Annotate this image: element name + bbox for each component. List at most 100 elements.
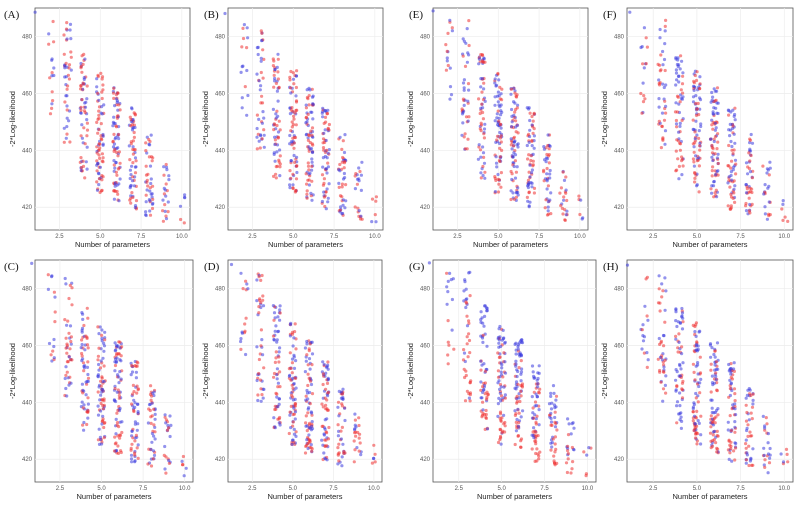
blue-point: [183, 195, 187, 199]
blue-point: [677, 130, 681, 134]
blue-point: [324, 457, 328, 461]
red-point: [694, 78, 699, 83]
blue-point: [183, 193, 187, 197]
red-point: [727, 395, 731, 399]
blue-point: [290, 442, 294, 446]
red-point: [680, 345, 684, 349]
blue-point: [713, 128, 718, 132]
blue-point: [516, 369, 520, 374]
blue-point: [692, 164, 697, 168]
blue-point: [64, 136, 68, 140]
blue-point: [310, 420, 314, 424]
red-point: [257, 357, 261, 362]
red-point: [744, 419, 749, 423]
red-point: [693, 426, 697, 430]
red-point: [327, 122, 331, 127]
red-point: [164, 214, 168, 218]
y-tick-label: 420: [215, 457, 226, 463]
red-point: [519, 359, 523, 363]
blue-point: [145, 151, 149, 155]
red-point: [786, 460, 790, 464]
red-point: [101, 417, 105, 421]
red-point: [463, 147, 467, 151]
blue-point: [744, 161, 749, 165]
y-axis-label: -2*Log-likelihood: [600, 343, 609, 399]
red-point: [262, 366, 266, 370]
red-point: [678, 141, 682, 145]
blue-point: [477, 57, 481, 61]
blue-point: [144, 213, 148, 218]
red-point: [444, 68, 448, 72]
blue-point: [664, 289, 668, 293]
blue-point: [482, 127, 487, 131]
blue-point: [495, 116, 499, 120]
blue-point: [674, 319, 678, 323]
red-point: [164, 162, 168, 167]
red-point: [661, 136, 665, 140]
blue-point: [153, 417, 157, 421]
blue-point: [446, 279, 450, 283]
red-point: [62, 33, 66, 37]
red-point: [728, 185, 732, 189]
blue-point: [246, 287, 250, 291]
blue-point: [662, 57, 667, 62]
red-point: [67, 63, 72, 67]
red-point: [713, 191, 717, 195]
blue-point: [579, 198, 583, 202]
red-point: [531, 119, 535, 123]
red-point: [307, 94, 311, 98]
red-point: [85, 121, 89, 125]
red-point: [709, 187, 713, 191]
red-point: [680, 118, 684, 122]
red-point: [463, 64, 468, 68]
red-point: [464, 115, 469, 119]
red-point: [446, 362, 450, 366]
red-point: [559, 204, 563, 208]
red-point: [466, 137, 470, 141]
blue-point: [69, 381, 73, 385]
x-tick-label: 5.0: [96, 234, 105, 240]
blue-point: [113, 341, 117, 345]
red-point: [478, 148, 483, 152]
blue-point: [763, 205, 767, 209]
blue-point: [674, 83, 678, 87]
blue-point: [321, 360, 325, 364]
red-point: [710, 169, 714, 173]
red-point: [713, 349, 717, 353]
blue-point: [80, 326, 85, 330]
blue-point: [550, 401, 554, 405]
red-point: [546, 184, 551, 188]
blue-point: [289, 426, 293, 430]
blue-point: [714, 435, 718, 439]
blue-point: [83, 348, 87, 352]
red-point: [341, 139, 345, 143]
red-point: [535, 447, 539, 451]
blue-point: [340, 212, 344, 216]
blue-point: [257, 139, 261, 143]
red-point: [293, 330, 297, 334]
blue-point: [50, 275, 54, 279]
red-point: [483, 170, 487, 174]
x-tick-label: 10.0: [368, 486, 380, 492]
red-point: [353, 448, 357, 452]
blue-point: [118, 406, 122, 411]
blue-point: [262, 145, 266, 149]
red-point: [64, 373, 68, 377]
red-point: [306, 97, 310, 101]
blue-point: [496, 402, 500, 406]
red-point: [745, 410, 749, 415]
blue-point: [537, 364, 541, 368]
red-point: [691, 419, 695, 423]
red-point: [294, 347, 298, 351]
red-point: [482, 81, 486, 85]
red-point: [547, 153, 551, 157]
red-point: [85, 128, 90, 132]
x-tick-label: 2.5: [248, 486, 257, 492]
blue-point: [715, 169, 719, 174]
red-point: [262, 57, 266, 62]
blue-point: [256, 45, 260, 50]
blue-point: [680, 311, 685, 315]
